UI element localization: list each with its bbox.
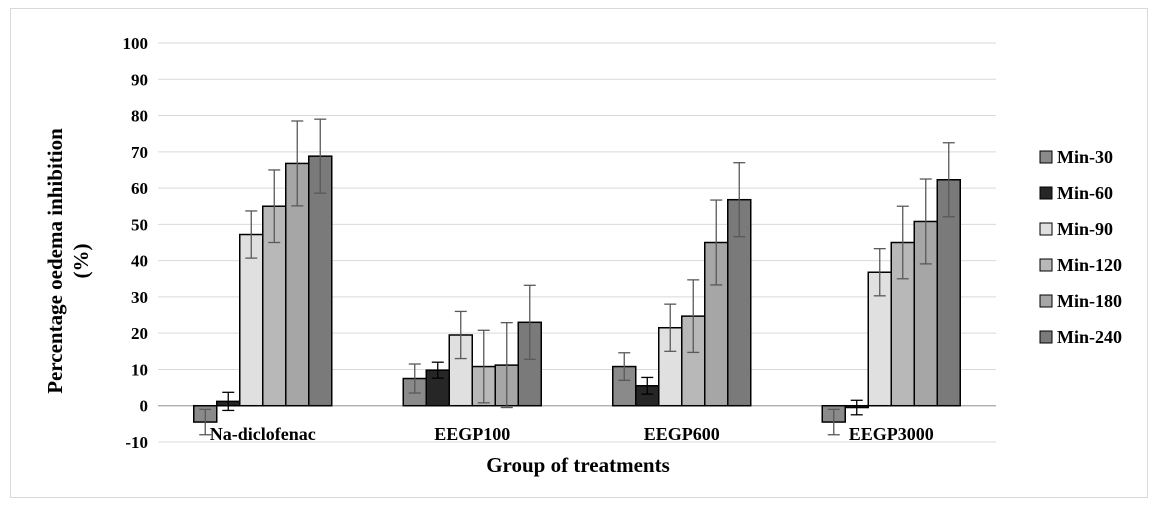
y-tick-label: 10	[131, 360, 148, 379]
legend-swatch	[1039, 222, 1053, 236]
y-tick-label: 0	[140, 397, 149, 416]
legend-swatch	[1039, 294, 1053, 308]
x-tick-labels: Na-diclofenac EEGP100 EEGP600 EEGP3000	[210, 424, 934, 444]
x-tick-label: EEGP3000	[849, 424, 934, 444]
bars	[193, 155, 961, 423]
legend-label: Min-90	[1057, 219, 1113, 239]
bar-min-90	[239, 233, 264, 407]
x-tick-label: EEGP600	[644, 424, 720, 444]
x-tick-label: Na-diclofenac	[210, 424, 316, 444]
y-tick-label: 90	[131, 70, 148, 89]
legend-swatch	[1039, 330, 1053, 344]
y-tick-label: 70	[131, 143, 148, 162]
error-bars	[199, 118, 955, 436]
y-axis-title: Percentage oedema inhibition (%)	[43, 128, 93, 394]
y-tick-label: 50	[131, 215, 148, 234]
y-tick-label: 60	[131, 179, 148, 198]
legend-label: Min-120	[1057, 255, 1122, 275]
legend-label: Min-180	[1057, 291, 1122, 311]
y-tick-label: -10	[125, 433, 148, 452]
legend-swatch	[1039, 186, 1053, 200]
x-axis-title: Group of treatments	[486, 453, 670, 477]
legend-label: Min-30	[1057, 147, 1113, 167]
legend-swatch	[1039, 258, 1053, 272]
y-tick-label: 80	[131, 107, 148, 126]
x-tick-label: EEGP100	[434, 424, 510, 444]
y-tick-label: 40	[131, 252, 148, 271]
legend-label: Min-60	[1057, 183, 1113, 203]
y-tick-label: 100	[123, 34, 149, 53]
y-tick-label: 20	[131, 324, 148, 343]
y-tick-label: 30	[131, 288, 148, 307]
y-axis-title-line1: Percentage oedema inhibition	[43, 128, 67, 394]
y-tick-labels: -10 0 10 20 30 40 50 60 70 80 90 100	[123, 34, 149, 452]
y-axis-title-line2: (%)	[69, 244, 93, 279]
legend-label: Min-240	[1057, 327, 1122, 347]
legend: Min-30 Min-60 Min-90 Min-120 Min-180 Min-240	[1039, 147, 1122, 347]
legend-swatch	[1039, 150, 1053, 164]
